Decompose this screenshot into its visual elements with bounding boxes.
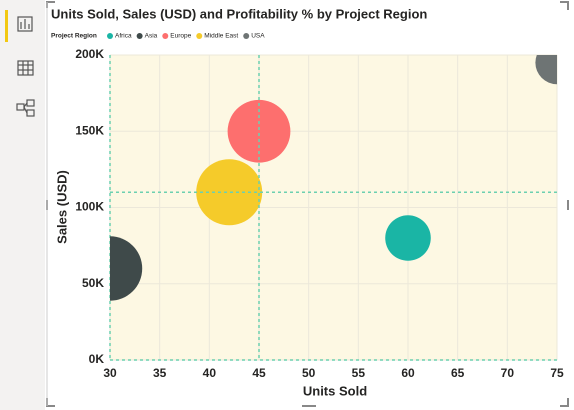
y-tick-label: 200K bbox=[75, 47, 104, 61]
legend-marker bbox=[107, 33, 113, 39]
bubble bbox=[385, 215, 431, 261]
legend-label: Africa bbox=[115, 33, 132, 40]
data-icon[interactable] bbox=[17, 60, 34, 76]
x-tick-label: 60 bbox=[401, 366, 415, 380]
y-tick-label: 100K bbox=[75, 200, 104, 214]
active-indicator bbox=[5, 10, 8, 42]
bubbles bbox=[110, 55, 557, 301]
x-tick-label: 75 bbox=[550, 366, 564, 380]
legend-title: Project Region bbox=[51, 33, 97, 40]
x-tick-label: 35 bbox=[153, 366, 167, 380]
x-axis-label: Units Sold bbox=[303, 383, 367, 398]
legend-label: USA bbox=[251, 33, 265, 40]
x-tick-label: 30 bbox=[103, 366, 117, 380]
legend-marker bbox=[243, 33, 250, 39]
y-tick-label: 0K bbox=[89, 352, 105, 366]
bubble bbox=[110, 236, 143, 301]
legend-label: Middle East bbox=[204, 33, 238, 40]
x-tick-label: 65 bbox=[451, 366, 465, 380]
legend-label: Europe bbox=[170, 33, 191, 40]
x-tick-label: 50 bbox=[302, 366, 316, 380]
legend-marker bbox=[162, 33, 169, 39]
model-icon[interactable] bbox=[16, 99, 35, 117]
chart-title: Units Sold, Sales (USD) and Profitabilit… bbox=[51, 6, 427, 21]
legend-label: Asia bbox=[145, 33, 158, 40]
bubble bbox=[227, 99, 291, 163]
legend-marker bbox=[196, 33, 203, 39]
x-tick-label: 40 bbox=[203, 366, 217, 380]
report-icon[interactable] bbox=[17, 16, 33, 32]
x-tick-label: 70 bbox=[501, 366, 515, 380]
y-tick-label: 150K bbox=[75, 123, 104, 137]
bubble bbox=[535, 55, 557, 85]
x-tick-label: 45 bbox=[252, 366, 266, 380]
x-tick-label: 55 bbox=[352, 366, 366, 380]
y-axis-label: Sales (USD) bbox=[54, 170, 69, 244]
y-tick-label: 50K bbox=[82, 276, 104, 290]
bubble bbox=[196, 159, 263, 226]
legend-marker bbox=[136, 33, 143, 39]
